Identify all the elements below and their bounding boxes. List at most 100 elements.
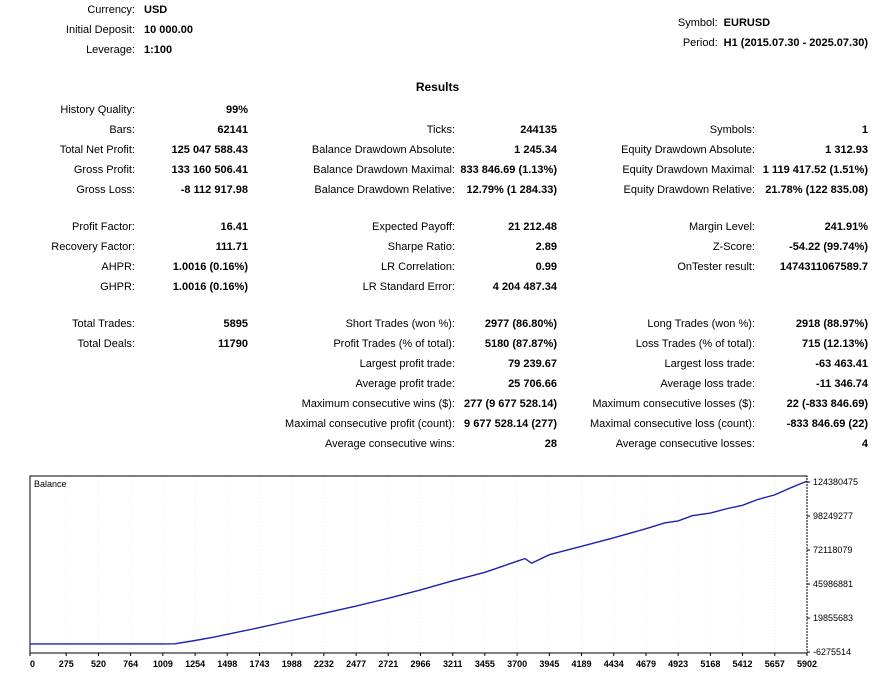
stat-label xyxy=(248,100,455,120)
x-tick-label: 1743 xyxy=(249,659,269,669)
stat-value: 1 xyxy=(861,124,868,136)
stat-label: Total Trades: xyxy=(72,318,135,330)
stat-label: Average consecutive wins: xyxy=(324,438,455,450)
stat-label: Balance Drawdown Maximal: xyxy=(313,164,455,176)
x-tick-label: 1988 xyxy=(282,659,302,669)
stat-value: 62141 xyxy=(217,124,248,136)
stat-value: 4 xyxy=(861,438,868,450)
symbol-label: Symbol: xyxy=(677,17,718,29)
account-info: Currency: USD Initial Deposit: 10 000.00… xyxy=(0,4,295,57)
stats-row: Profit Factor: 16.41 Expected Payoff: 21 21… xyxy=(0,217,868,237)
stat-value: 79 239.67 xyxy=(508,358,557,370)
stat-label: Gross Loss: xyxy=(76,184,135,196)
stat-value: -54.22 (99.74%) xyxy=(789,241,868,253)
stat-label: Profit Trades (% of total): xyxy=(333,338,455,350)
x-tick-label: 4434 xyxy=(604,659,624,669)
stat-value: 22 (-833 846.69) xyxy=(786,398,868,410)
results-title: Results xyxy=(415,80,460,94)
stat-value xyxy=(135,374,248,394)
x-tick-label: 5902 xyxy=(797,659,817,669)
stats-row: Gross Profit: 133 160 506.41 Balance Drawd… xyxy=(0,160,868,180)
stat-label: Balance Drawdown Relative: xyxy=(314,184,455,196)
x-tick-label: 3211 xyxy=(443,659,463,669)
stat-value: -8 112 917.98 xyxy=(180,184,248,196)
stat-label xyxy=(0,374,135,394)
x-tick-label: 5412 xyxy=(732,659,752,669)
stat-label: Ticks: xyxy=(426,124,455,136)
stats-row: Total Deals: 11790 Profit Trades (% of tot… xyxy=(0,334,868,354)
stat-value xyxy=(135,354,248,374)
stat-value: 2918 (88.97%) xyxy=(795,318,868,330)
x-tick-label: 3455 xyxy=(475,659,495,669)
symbol-value: EURUSD xyxy=(723,17,771,29)
stat-value: 4 204 487.34 xyxy=(492,281,557,293)
stat-value: 133 160 506.41 xyxy=(171,164,248,176)
stats-grid: History Quality: 99% Bars: 62141 Ticks: 24413… xyxy=(0,100,868,454)
stat-value: 28 xyxy=(544,438,557,450)
stat-value: 21 212.48 xyxy=(508,221,557,233)
stat-label: LR Correlation: xyxy=(381,261,455,273)
x-tick-label: 2232 xyxy=(314,659,334,669)
stats-row: Largest profit trade: 79 239.67 Largest lo… xyxy=(0,354,868,374)
stat-value: 11790 xyxy=(218,338,248,350)
stats-spacer xyxy=(0,297,868,314)
stat-value: 1.0016 (0.16%) xyxy=(172,261,248,273)
x-tick-label: 2477 xyxy=(346,659,366,669)
stat-value: 241.91% xyxy=(824,221,868,233)
stats-row: Average profit trade: 25 706.66 Average lo… xyxy=(0,374,868,394)
currency-value: USD xyxy=(144,4,168,16)
stat-label xyxy=(557,100,755,120)
stat-value: 9 677 528.14 (277) xyxy=(464,418,557,430)
chart-plot-border xyxy=(29,475,808,654)
balance-chart-section: 0 275 520 764 1009 1254 1498 1743 1988 2232 2477 27… xyxy=(0,470,895,675)
stats-row: Maximal consecutive profit (count): 9 677… xyxy=(0,414,868,434)
leverage-value: 1:100 xyxy=(144,44,173,56)
y-tick-label: 98249277 xyxy=(813,511,853,521)
currency-label: Currency: xyxy=(87,4,135,16)
stat-value: 244135 xyxy=(520,124,557,136)
stat-label: Equity Drawdown Relative: xyxy=(623,184,755,196)
stat-label: Largest profit trade: xyxy=(359,358,455,370)
stat-label: Average loss trade: xyxy=(660,378,755,390)
stat-value: 0.99 xyxy=(535,261,557,273)
stat-value: 1 245.34 xyxy=(514,144,557,156)
x-tick-label: 2721 xyxy=(378,659,398,669)
stats-row: AHPR: 1.0016 (0.16%) LR Correlation: 0.99 On… xyxy=(0,257,868,277)
stat-label: Maximal consecutive profit (count): xyxy=(285,418,455,430)
x-tick-label: 275 xyxy=(59,659,74,669)
stat-label xyxy=(557,277,755,297)
y-tick-label: -6275514 xyxy=(813,647,851,657)
stat-value: 715 (12.13%) xyxy=(801,338,868,350)
x-tick-label: 2966 xyxy=(410,659,430,669)
stat-label: Equity Drawdown Absolute: xyxy=(621,144,755,156)
stat-label: Bars: xyxy=(109,124,135,136)
stat-value xyxy=(455,100,557,120)
stat-value xyxy=(135,394,248,414)
stat-label: Margin Level: xyxy=(688,221,755,233)
stat-label: LR Standard Error: xyxy=(362,281,455,293)
x-tick-label: 4189 xyxy=(571,659,591,669)
stat-label: Loss Trades (% of total): xyxy=(635,338,755,350)
stats-row: Maximum consecutive wins ($): 277 (9 677 … xyxy=(0,394,868,414)
stat-label: OnTester result: xyxy=(677,261,755,273)
stat-label: Sharpe Ratio: xyxy=(387,241,455,253)
x-tick-label: 764 xyxy=(123,659,138,669)
stat-label: GHPR: xyxy=(100,281,135,293)
x-tick-label: 0 xyxy=(30,659,35,669)
stats-row: Recovery Factor: 111.71 Sharpe Ratio: 2.89 Z… xyxy=(0,237,868,257)
stat-label: Expected Payoff: xyxy=(372,221,455,233)
stat-label: Largest loss trade: xyxy=(664,358,756,370)
x-tick-label: 4923 xyxy=(668,659,688,669)
stat-label: Maximum consecutive losses ($): xyxy=(592,398,755,410)
stat-value: -833 846.69 (22) xyxy=(786,418,868,430)
leverage-label: Leverage: xyxy=(86,44,135,56)
stat-value: -63 463.41 xyxy=(815,358,868,370)
x-tick-label: 4679 xyxy=(636,659,656,669)
stat-label: Total Net Profit: xyxy=(59,144,135,156)
stat-value: 833 846.69 (1.13%) xyxy=(460,164,557,176)
stat-label: Maximum consecutive wins ($): xyxy=(301,398,455,410)
stat-label: Maximal consecutive loss (count): xyxy=(589,418,755,430)
stat-value: 1 312.93 xyxy=(825,144,868,156)
stat-label: AHPR: xyxy=(101,261,135,273)
balance-line xyxy=(30,480,808,645)
